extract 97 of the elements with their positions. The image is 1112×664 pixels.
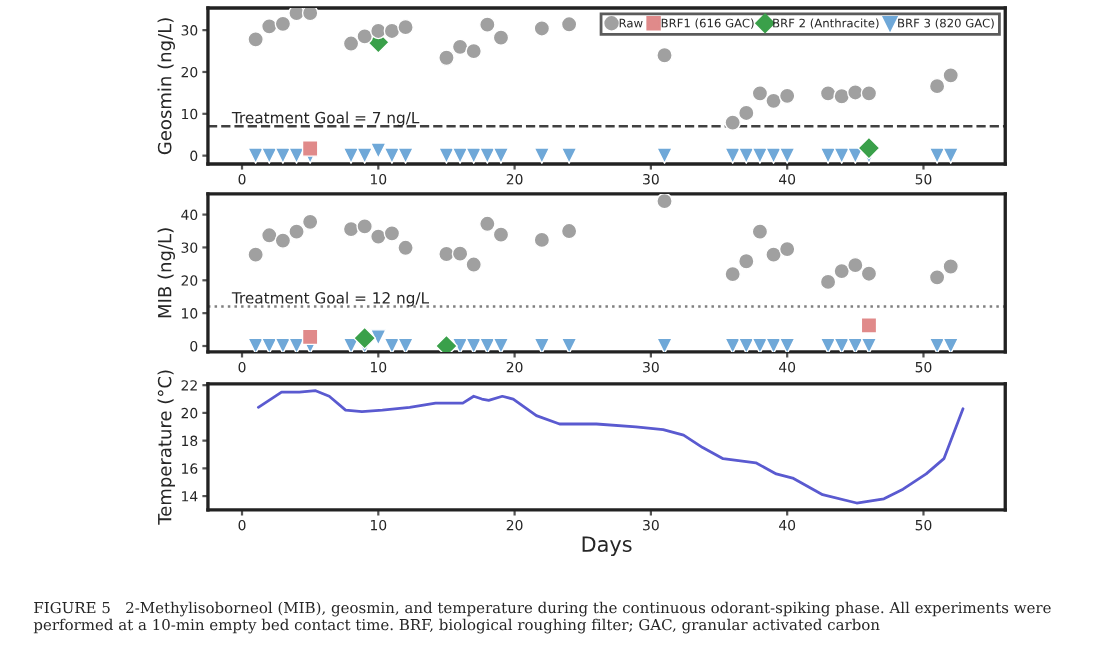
point	[301, 7, 319, 22]
point	[465, 42, 483, 60]
point	[451, 245, 469, 262]
point	[765, 337, 782, 352]
point	[778, 240, 796, 258]
point	[370, 329, 387, 346]
x-axis-title: Days	[582, 536, 632, 557]
point	[533, 147, 551, 164]
point	[860, 265, 878, 283]
point	[370, 228, 387, 245]
point	[533, 231, 551, 249]
point	[370, 22, 387, 40]
point	[928, 269, 946, 286]
point	[751, 223, 769, 240]
y-axis-title: MIB (ng/L)	[157, 228, 175, 318]
point	[533, 20, 551, 37]
point	[288, 7, 305, 22]
point	[656, 46, 673, 64]
point	[765, 92, 782, 110]
point	[833, 147, 850, 164]
point	[438, 49, 455, 67]
point	[247, 31, 264, 48]
point	[860, 337, 878, 352]
point	[860, 317, 878, 334]
point	[765, 246, 782, 263]
point	[560, 147, 578, 164]
point	[479, 337, 496, 352]
point	[260, 226, 278, 244]
point	[778, 337, 796, 352]
point	[438, 147, 455, 164]
point	[724, 337, 741, 352]
point	[479, 16, 496, 34]
point	[833, 87, 850, 105]
point	[301, 328, 319, 346]
point	[492, 226, 510, 243]
line-series	[256, 389, 965, 505]
point	[560, 222, 578, 240]
point	[451, 38, 469, 56]
point	[301, 140, 319, 157]
point	[737, 147, 755, 164]
point	[560, 15, 578, 33]
point	[301, 213, 319, 231]
point	[833, 262, 850, 280]
point	[942, 67, 960, 84]
point	[247, 337, 264, 352]
point	[765, 147, 782, 164]
point	[737, 337, 755, 352]
point	[737, 252, 755, 270]
point	[397, 337, 414, 352]
point	[492, 337, 510, 352]
point	[928, 77, 946, 95]
point	[356, 147, 373, 164]
point	[342, 35, 360, 52]
point	[438, 245, 455, 263]
point	[274, 15, 292, 33]
point	[397, 239, 414, 257]
point	[397, 147, 414, 164]
point	[356, 28, 373, 45]
point	[288, 223, 305, 240]
point	[479, 215, 496, 233]
point	[533, 337, 551, 352]
point	[342, 220, 360, 238]
point	[397, 18, 414, 36]
point	[492, 29, 510, 46]
point	[274, 232, 292, 249]
point	[942, 258, 960, 275]
point	[656, 147, 673, 164]
point	[860, 85, 878, 102]
point	[778, 147, 796, 164]
point	[737, 104, 755, 122]
point	[260, 147, 278, 164]
point	[656, 337, 673, 352]
point	[751, 85, 769, 102]
point	[247, 147, 264, 164]
point	[847, 84, 864, 101]
point	[724, 114, 741, 131]
point	[383, 22, 401, 40]
point	[847, 256, 864, 274]
point	[847, 337, 864, 352]
point	[492, 147, 510, 164]
point	[819, 85, 837, 102]
point	[778, 87, 796, 105]
point	[465, 256, 483, 273]
point	[833, 337, 850, 352]
point	[819, 273, 837, 291]
point	[247, 246, 264, 263]
y-axis-title: Temperature (°C)	[157, 370, 175, 525]
point	[370, 142, 387, 159]
point	[724, 147, 741, 164]
point	[656, 193, 673, 210]
point	[724, 265, 741, 283]
y-axis-title: Geosmin (ng/L)	[157, 18, 175, 155]
point	[383, 225, 401, 242]
point	[260, 18, 278, 35]
point	[479, 147, 496, 164]
point	[560, 337, 578, 352]
point	[356, 218, 373, 235]
